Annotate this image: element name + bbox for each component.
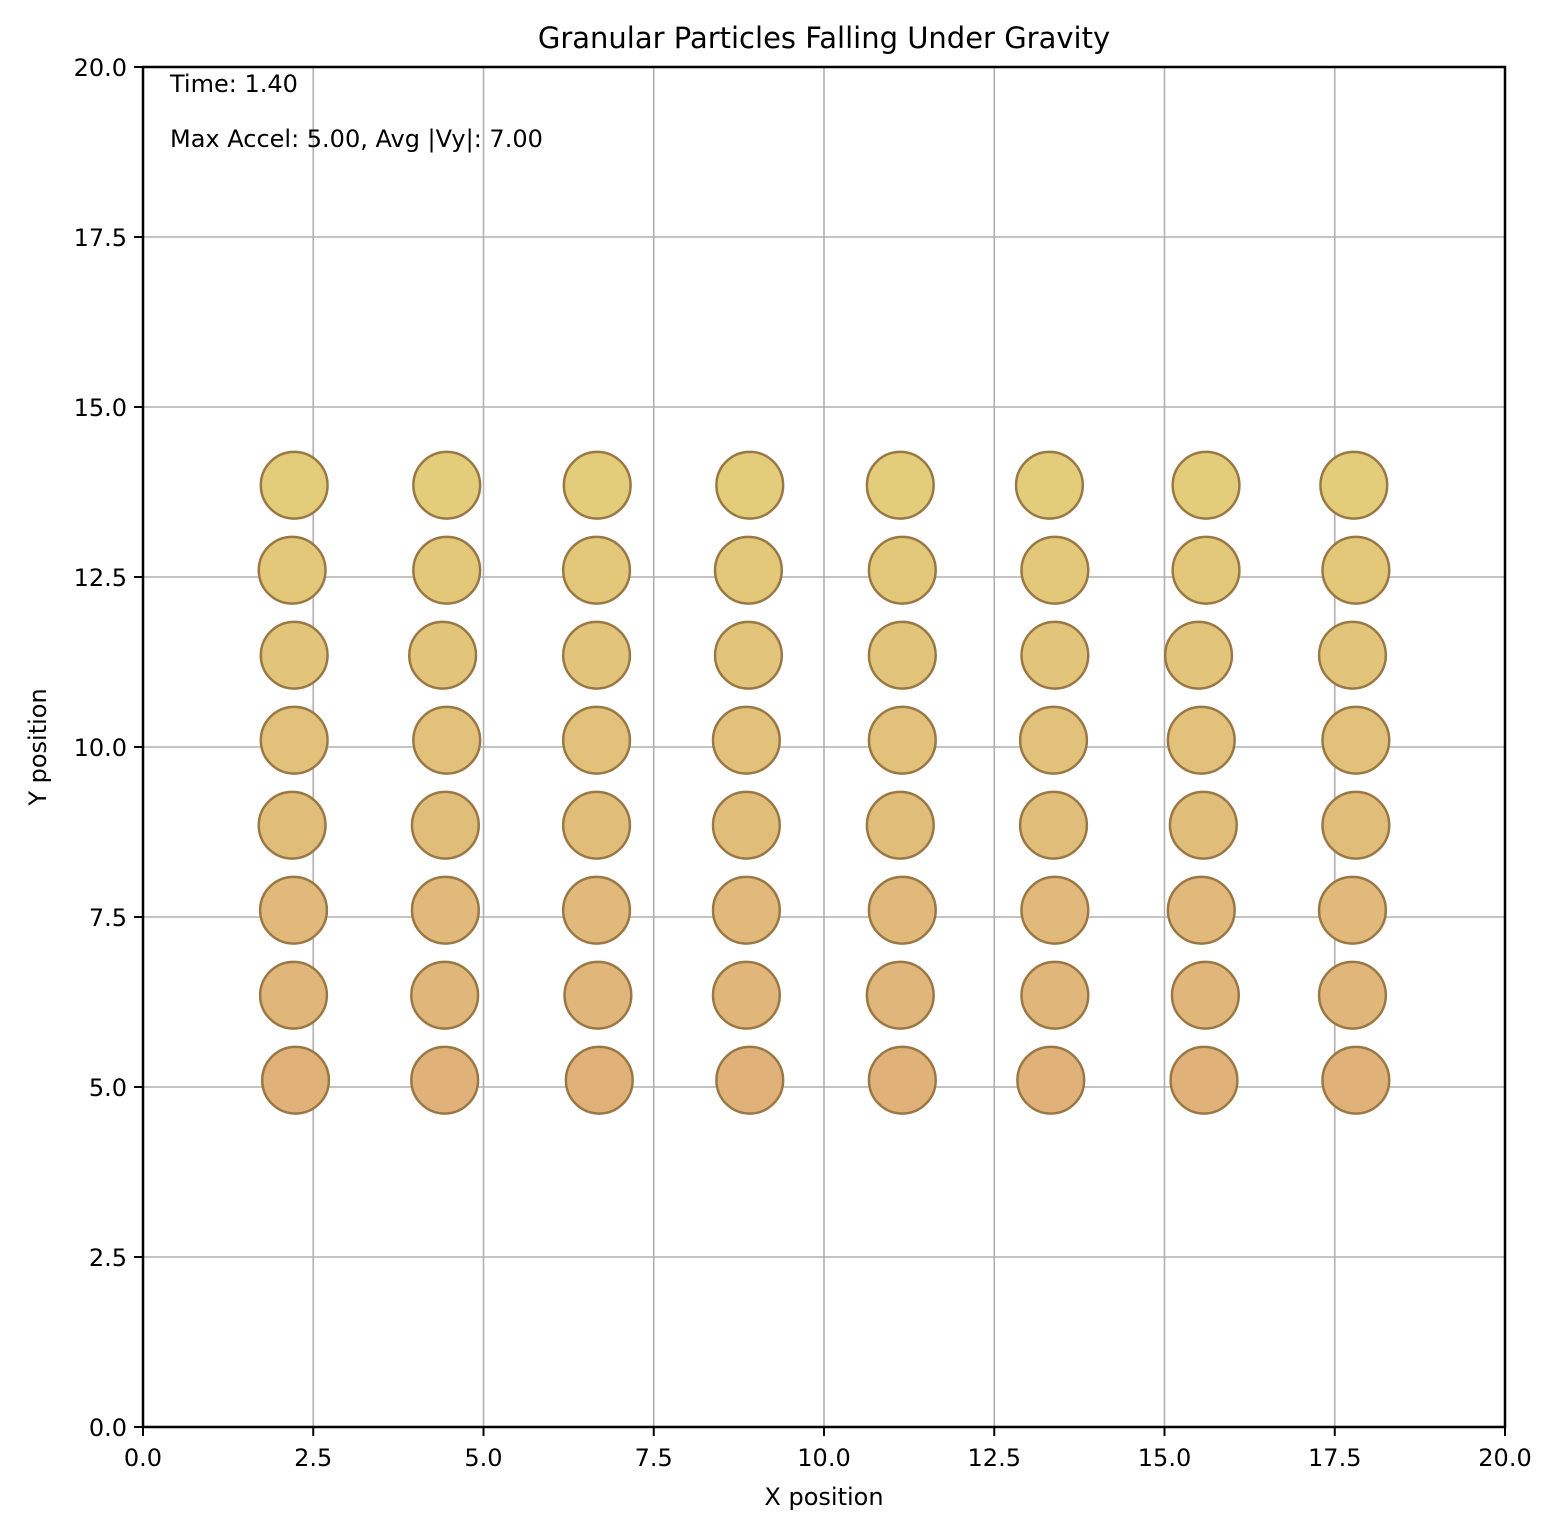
particle (258, 875, 329, 945)
x-tick-label: 12.5 (968, 1444, 1021, 1472)
particle (410, 875, 480, 945)
particle (563, 960, 633, 1030)
y-tick-label: 15.0 (74, 394, 127, 422)
chart-title: Granular Particles Falling Under Gravity (538, 21, 1110, 55)
particle (1169, 1045, 1239, 1115)
particle (711, 960, 781, 1030)
y-tick-label: 20.0 (74, 54, 127, 82)
particle (1020, 875, 1090, 945)
y-axis-ticks: 0.0 2.5 5.0 7.5 10.0 12.5 15.0 17.5 20.0 (74, 54, 143, 1442)
particle (711, 875, 781, 945)
particle (564, 1045, 634, 1115)
y-tick-label: 12.5 (74, 564, 127, 592)
particle (408, 620, 478, 690)
particle (1166, 875, 1236, 945)
particle (711, 790, 781, 860)
particle (1168, 790, 1238, 860)
particle (715, 450, 785, 520)
y-tick-label: 5.0 (89, 1074, 127, 1102)
particle (410, 790, 480, 860)
x-tick-label: 15.0 (1138, 1444, 1191, 1472)
particle (1317, 875, 1388, 945)
particle (561, 620, 632, 690)
particle (412, 705, 482, 775)
particle (561, 790, 632, 860)
stats-annotation: Max Accel: 5.00, Avg |Vy|: 7.00 (170, 125, 543, 153)
x-axis-ticks: 0.0 2.5 5.0 7.5 10.0 12.5 15.0 17.5 20.0 (124, 1427, 1532, 1472)
x-tick-label: 17.5 (1308, 1444, 1361, 1472)
particle (1321, 790, 1391, 860)
particle (1171, 450, 1241, 520)
particle (412, 535, 482, 605)
x-tick-label: 2.5 (294, 1444, 332, 1472)
particle (1016, 1045, 1086, 1115)
particle (259, 705, 329, 775)
y-tick-label: 2.5 (89, 1244, 127, 1272)
x-axis-label: X position (764, 1483, 883, 1511)
particle (257, 790, 327, 860)
particle (865, 790, 935, 860)
particle (562, 450, 632, 520)
particle (561, 875, 632, 945)
particle (1166, 705, 1236, 775)
y-tick-label: 10.0 (74, 734, 127, 762)
particle (713, 535, 784, 605)
particle (258, 960, 329, 1030)
y-tick-label: 17.5 (74, 224, 127, 252)
x-tick-label: 20.0 (1478, 1444, 1531, 1472)
particle (1319, 450, 1389, 520)
particle (561, 705, 632, 775)
particle (1171, 535, 1241, 605)
x-tick-label: 7.5 (635, 1444, 673, 1472)
particle (1321, 1045, 1391, 1115)
particle (715, 1045, 785, 1115)
y-tick-label: 7.5 (89, 904, 127, 932)
x-tick-label: 5.0 (464, 1444, 502, 1472)
particle (412, 450, 482, 520)
particle (1317, 960, 1388, 1030)
particle (1018, 705, 1089, 775)
particle (1020, 960, 1090, 1030)
particle (867, 705, 937, 775)
particle (1020, 620, 1090, 690)
particle (1020, 535, 1090, 605)
particle (1014, 450, 1085, 520)
particle (1321, 535, 1391, 605)
particle (867, 620, 937, 690)
particle (867, 875, 937, 945)
particle (713, 620, 784, 690)
particle (1163, 620, 1234, 690)
particle (1321, 705, 1391, 775)
particle (1018, 790, 1089, 860)
particles (257, 450, 1391, 1115)
x-tick-label: 0.0 (124, 1444, 162, 1472)
particle (867, 535, 937, 605)
particle (1317, 620, 1388, 690)
particle (260, 1045, 331, 1115)
particle (1170, 960, 1240, 1030)
particle (561, 535, 632, 605)
particle (711, 705, 781, 775)
particle (259, 450, 329, 520)
particle (867, 1045, 937, 1115)
x-tick-label: 10.0 (797, 1444, 850, 1472)
particle (410, 1045, 480, 1115)
particle (865, 960, 935, 1030)
y-tick-label: 0.0 (89, 1414, 127, 1442)
particle (259, 620, 329, 690)
particle (410, 960, 480, 1030)
time-annotation: Time: 1.40 (169, 70, 298, 98)
particle (257, 535, 327, 605)
y-axis-label: Y position (24, 688, 52, 806)
particle (865, 450, 935, 520)
